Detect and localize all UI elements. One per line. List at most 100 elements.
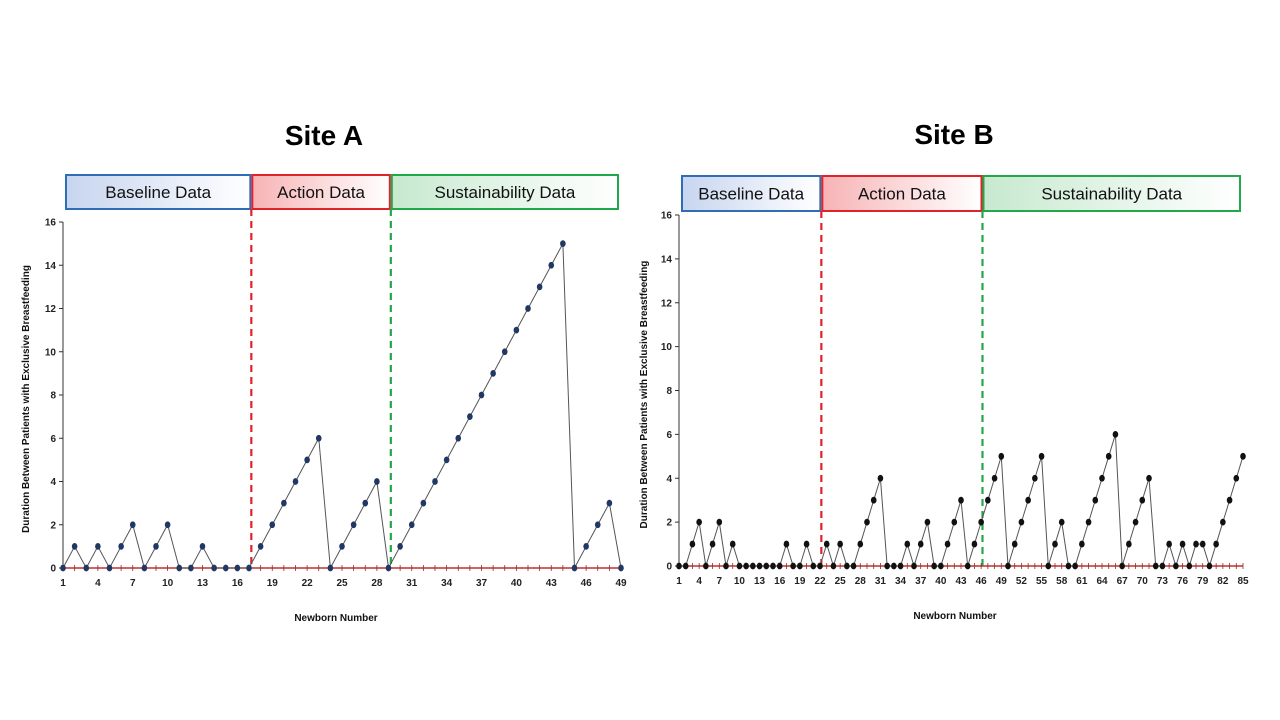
data-point xyxy=(978,518,984,526)
phase-label: Baseline Data xyxy=(698,185,804,204)
data-point xyxy=(964,562,971,570)
data-point xyxy=(118,542,124,550)
y-tick-label: 14 xyxy=(661,254,673,265)
site-a-chart: Site A Baseline Data Action Data Sustainabi… xyxy=(21,120,627,624)
data-point xyxy=(281,499,287,507)
data-point xyxy=(944,540,951,548)
y-tick-label: 16 xyxy=(45,218,57,229)
data-point xyxy=(374,478,380,485)
data-point xyxy=(1139,496,1146,504)
data-point xyxy=(790,562,796,570)
data-point xyxy=(490,369,496,377)
x-tick-label: 58 xyxy=(1056,576,1068,587)
series-line xyxy=(62,241,622,570)
data-point xyxy=(1126,540,1132,548)
data-point xyxy=(951,518,958,526)
data-point xyxy=(716,518,723,526)
data-point xyxy=(153,542,159,550)
x-tick-label: 64 xyxy=(1096,576,1108,587)
data-point xyxy=(199,542,206,550)
data-point xyxy=(1240,452,1246,460)
x-tick-label: 55 xyxy=(1036,576,1048,587)
x-tick-label: 28 xyxy=(855,576,867,587)
data-point xyxy=(467,413,473,421)
phase-header-action-data xyxy=(251,174,391,210)
data-point xyxy=(1233,474,1240,482)
x-tick-label: 46 xyxy=(976,576,988,587)
data-point xyxy=(350,521,357,529)
data-point xyxy=(1186,562,1193,570)
data-point xyxy=(455,434,462,442)
x-tick-label: 49 xyxy=(615,578,627,589)
phase-header-action-data xyxy=(821,175,983,212)
data-point xyxy=(1213,540,1219,548)
y-tick-label: 16 xyxy=(661,211,673,222)
x-tick-label: 34 xyxy=(441,578,453,589)
data-point xyxy=(408,521,415,529)
y-tick-label: 4 xyxy=(50,477,56,488)
data-point xyxy=(911,562,917,570)
data-point xyxy=(536,283,543,291)
data-point xyxy=(71,542,78,550)
data-point xyxy=(583,542,589,550)
data-point xyxy=(709,540,716,548)
data-point xyxy=(985,496,991,504)
x-tick-label: 31 xyxy=(406,578,418,589)
phase-header-sustainability-data xyxy=(982,175,1241,212)
data-point xyxy=(877,474,884,482)
data-point xyxy=(606,499,613,507)
x-tick-label: 76 xyxy=(1177,576,1189,587)
data-point xyxy=(897,562,904,570)
data-point xyxy=(696,518,702,526)
data-point xyxy=(141,564,148,572)
data-point xyxy=(770,562,776,570)
data-point xyxy=(682,562,689,570)
x-tick-label: 79 xyxy=(1197,576,1209,587)
data-point xyxy=(95,542,101,550)
data-point xyxy=(1099,474,1105,482)
data-point xyxy=(1018,518,1025,526)
y-tick-label: 0 xyxy=(666,562,672,573)
data-point xyxy=(917,540,924,548)
data-point xyxy=(234,564,241,572)
y-tick-label: 12 xyxy=(45,304,57,315)
data-point xyxy=(776,562,783,570)
data-point xyxy=(1159,562,1166,570)
data-point xyxy=(1032,474,1038,482)
data-point xyxy=(750,562,756,570)
x-tick-label: 25 xyxy=(835,576,847,587)
data-point xyxy=(891,562,897,570)
x-tick-label: 10 xyxy=(162,578,174,589)
data-point xyxy=(1011,540,1018,548)
x-tick-label: 34 xyxy=(895,576,907,587)
data-point xyxy=(385,564,392,572)
data-point xyxy=(1193,540,1199,548)
x-tick-label: 13 xyxy=(197,578,209,589)
x-tick-label: 67 xyxy=(1117,576,1129,587)
x-tick-label: 52 xyxy=(1016,576,1028,587)
y-axis-label: Duration Between Patients with Exclusive… xyxy=(21,265,32,533)
data-point xyxy=(1025,496,1031,504)
data-point xyxy=(971,540,978,548)
x-tick-label: 43 xyxy=(546,578,558,589)
data-point xyxy=(1132,518,1139,526)
data-point xyxy=(931,562,937,570)
data-point xyxy=(736,562,743,570)
data-point xyxy=(513,326,520,334)
x-tick-label: 19 xyxy=(794,576,806,587)
data-point xyxy=(743,562,749,570)
data-point xyxy=(1199,540,1206,548)
data-point xyxy=(211,564,217,572)
data-point xyxy=(304,456,310,464)
data-point xyxy=(269,521,276,529)
data-point xyxy=(1065,562,1072,570)
data-point xyxy=(222,564,229,572)
data-point xyxy=(1206,562,1213,570)
data-point xyxy=(857,540,864,548)
data-point xyxy=(1079,540,1085,548)
data-point xyxy=(1058,518,1065,526)
chart-title: Site B xyxy=(914,119,993,150)
x-tick-label: 28 xyxy=(371,578,383,589)
x-tick-label: 40 xyxy=(935,576,947,587)
